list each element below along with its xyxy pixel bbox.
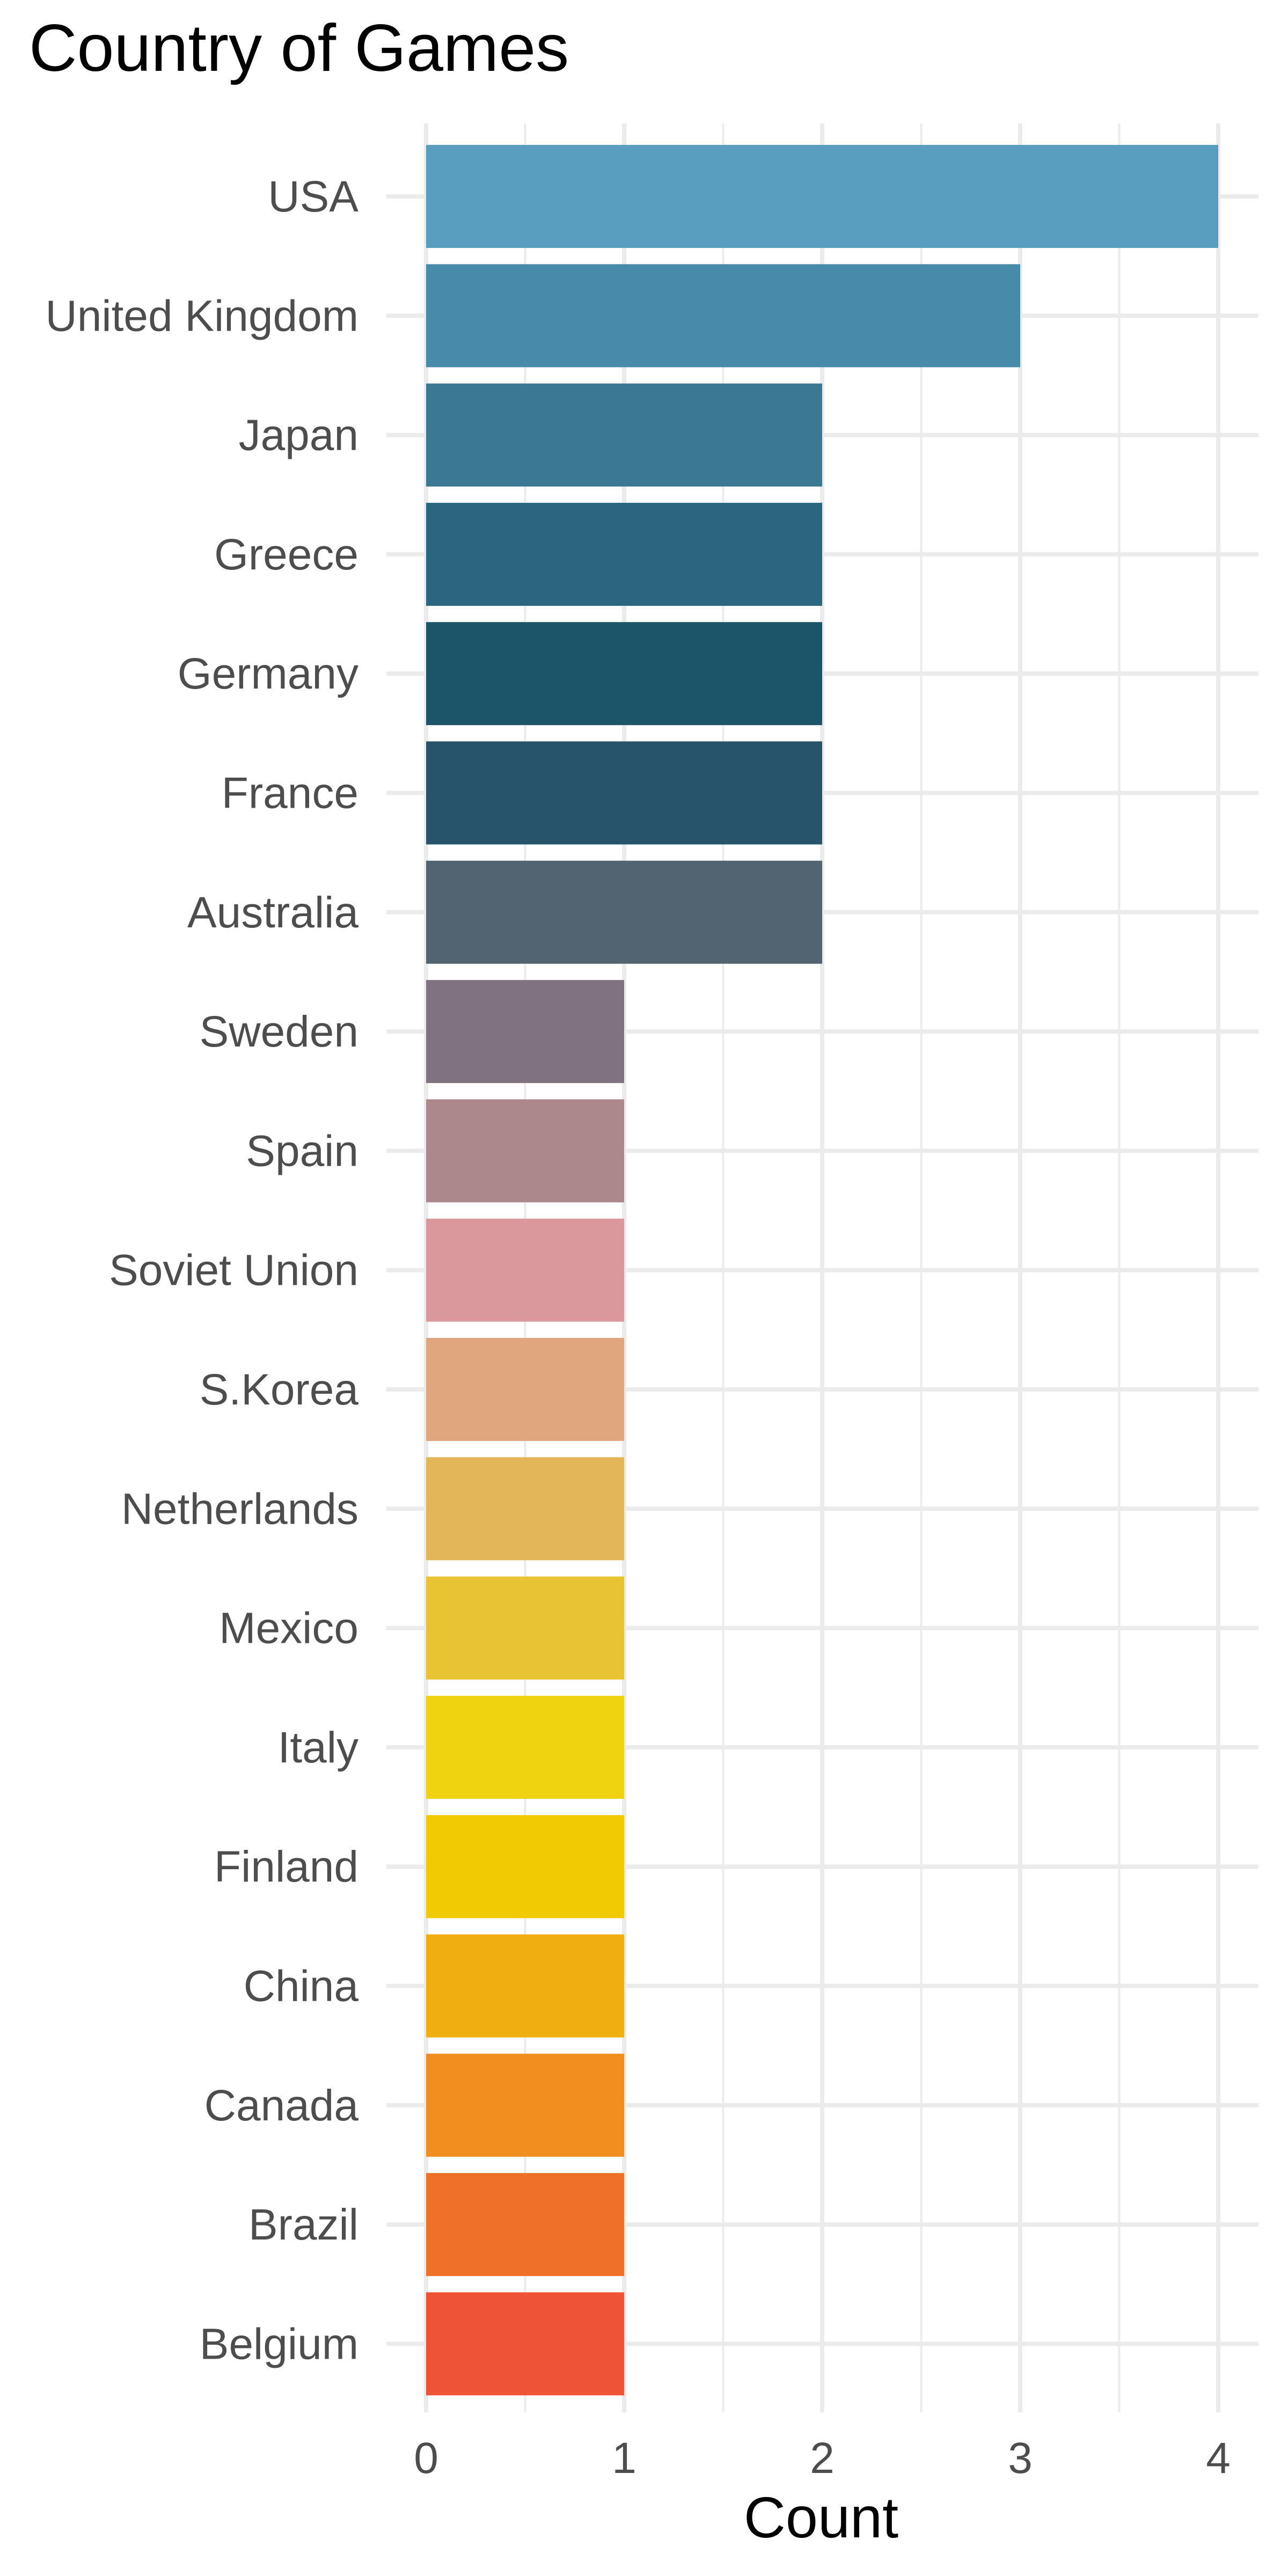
category-label: Australia [187, 888, 358, 937]
category-label: Belgium [200, 2319, 358, 2368]
bar-mexico [426, 1576, 624, 1680]
bar-netherlands [426, 1457, 624, 1561]
bar-australia [426, 860, 822, 964]
bar-sweden [426, 980, 624, 1084]
bar-spain [426, 1099, 624, 1203]
x-tick-label: 2 [810, 2434, 835, 2483]
category-label: Sweden [200, 1007, 358, 1056]
category-label: Brazil [248, 2200, 358, 2249]
category-label: Japan [239, 411, 358, 460]
category-labels: USA United Kingdom Japan Greece Germany Franc… [46, 172, 359, 2368]
bar-belgium [426, 2292, 624, 2396]
bar-s-korea [426, 1338, 624, 1441]
x-axis-title: Count [744, 2485, 898, 2550]
category-label: Greece [214, 530, 358, 579]
x-tick-label: 3 [1008, 2434, 1033, 2483]
category-label: USA [268, 172, 358, 221]
category-label: Italy [278, 1723, 358, 1772]
category-label: Canada [204, 2081, 359, 2130]
category-label: France [222, 769, 358, 818]
x-tick-label: 0 [414, 2434, 438, 2483]
bar-finland [426, 1815, 624, 1919]
chart-title: Country of Games [29, 11, 569, 85]
bars [426, 145, 1218, 2396]
bar-united-kingdom [426, 264, 1020, 368]
category-label: Netherlands [121, 1484, 358, 1533]
bar-germany [426, 622, 822, 726]
x-tick-labels: 0 1 2 3 4 [414, 2434, 1231, 2483]
bar-greece [426, 502, 822, 606]
category-label: Spain [246, 1126, 358, 1175]
category-label: Soviet Union [109, 1246, 358, 1295]
bar-italy [426, 1695, 624, 1799]
bar-brazil [426, 2173, 624, 2277]
bar-soviet-union [426, 1218, 624, 1322]
bar-usa [426, 145, 1218, 248]
x-tick-label: 1 [612, 2434, 636, 2483]
category-label: S.Korea [200, 1365, 359, 1414]
bar-china [426, 1934, 624, 2038]
bar-france [426, 741, 822, 845]
x-tick-label: 4 [1206, 2434, 1231, 2483]
bar-japan [426, 383, 822, 487]
category-label: Germany [178, 649, 358, 698]
category-label: Finland [214, 1842, 358, 1891]
category-label: United Kingdom [46, 291, 358, 340]
category-label: Mexico [219, 1604, 358, 1653]
bar-canada [426, 2053, 624, 2157]
category-label: China [244, 1962, 359, 2011]
